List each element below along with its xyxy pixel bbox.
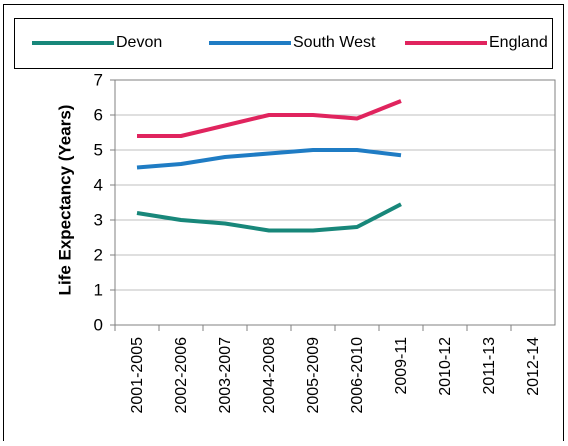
y-tick-label: 3 (94, 210, 103, 229)
y-tick-label: 7 (94, 70, 103, 89)
series-line (136, 202, 402, 233)
x-tick-label: 2003-2007 (217, 337, 234, 414)
x-tick-label: 2011-13 (481, 337, 498, 395)
y-tick-label: 0 (94, 315, 103, 334)
x-tick-label: 2004-2008 (261, 337, 278, 414)
y-axis-title: Life Expectancy (Years) (55, 105, 74, 296)
x-tick-label: 2002-2006 (173, 337, 190, 414)
legend-label: South West (293, 34, 376, 51)
x-tick-label: 2010-12 (437, 337, 454, 396)
x-tick-label: 2006-2010 (349, 337, 366, 414)
x-tick-label: 2005-2009 (305, 337, 322, 414)
series-line (136, 148, 402, 170)
y-tick-label: 6 (94, 105, 103, 124)
x-tick-label: 2012-14 (525, 337, 542, 396)
y-tick-label: 1 (94, 280, 103, 299)
legend-label: Devon (116, 34, 162, 51)
x-tick-label: 2009-11 (393, 337, 410, 395)
legend-label: England (489, 34, 548, 51)
x-tick-label: 2001-2005 (129, 337, 146, 414)
chart-border (3, 4, 564, 445)
y-tick-label: 4 (94, 175, 103, 194)
y-tick-label: 2 (94, 245, 103, 264)
y-tick-label: 5 (94, 140, 103, 159)
series-line (137, 99, 402, 138)
